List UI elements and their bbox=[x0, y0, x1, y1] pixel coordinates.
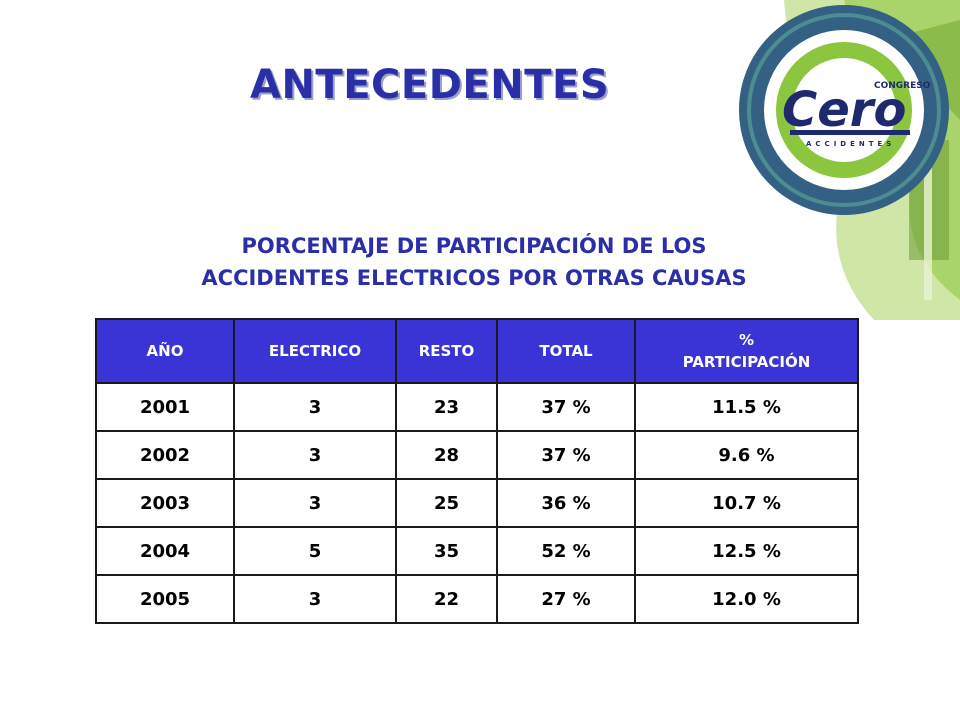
congreso-cero-logo: CONGRESO Cero ACCIDENTES bbox=[724, 0, 960, 320]
cell-electrico: 3 bbox=[233, 478, 397, 528]
table-header-row: AÑO ELECTRICO RESTO TOTAL % PARTICIPACIÓ… bbox=[95, 318, 859, 384]
cell-participacion: 11.5 % bbox=[634, 382, 859, 432]
cell-year: 2003 bbox=[95, 478, 235, 528]
caption-line-1: PORCENTAJE DE PARTICIPACIÓN DE LOS bbox=[241, 234, 707, 258]
table-row: 2004 5 35 52 % 12.5 % bbox=[95, 526, 859, 576]
cell-electrico: 3 bbox=[233, 430, 397, 480]
cell-participacion: 10.7 % bbox=[634, 478, 859, 528]
cell-electrico: 5 bbox=[233, 526, 397, 576]
caption-line-2: ACCIDENTES ELECTRICOS POR OTRAS CAUSAS bbox=[201, 266, 747, 290]
cell-electrico: 3 bbox=[233, 382, 397, 432]
cell-resto: 23 bbox=[395, 382, 498, 432]
cell-year: 2001 bbox=[95, 382, 235, 432]
cell-total: 36 % bbox=[496, 478, 636, 528]
cell-resto: 25 bbox=[395, 478, 498, 528]
cell-total: 37 % bbox=[496, 430, 636, 480]
cell-year: 2004 bbox=[95, 526, 235, 576]
logo-congreso-text: CONGRESO bbox=[874, 81, 931, 91]
cell-resto: 35 bbox=[395, 526, 498, 576]
cell-year: 2002 bbox=[95, 430, 235, 480]
header-electrico: ELECTRICO bbox=[233, 318, 397, 384]
svg-text:ACCIDENTES: ACCIDENTES bbox=[806, 140, 895, 148]
table-caption: PORCENTAJE DE PARTICIPACIÓN DE LOS ACCID… bbox=[0, 230, 948, 294]
header-resto: RESTO bbox=[395, 318, 498, 384]
table-row: 2001 3 23 37 % 11.5 % bbox=[95, 382, 859, 432]
slide-title: ANTECEDENTES bbox=[250, 62, 610, 108]
cell-total: 52 % bbox=[496, 526, 636, 576]
cell-resto: 28 bbox=[395, 430, 498, 480]
cell-participacion: 9.6 % bbox=[634, 430, 859, 480]
table-row: 2002 3 28 37 % 9.6 % bbox=[95, 430, 859, 480]
header-year: AÑO bbox=[95, 318, 235, 384]
table-row: 2005 3 22 27 % 12.0 % bbox=[95, 574, 859, 624]
cell-participacion: 12.5 % bbox=[634, 526, 859, 576]
cell-electrico: 3 bbox=[233, 574, 397, 624]
header-participacion: % PARTICIPACIÓN bbox=[634, 318, 859, 384]
header-total: TOTAL bbox=[496, 318, 636, 384]
cell-total: 27 % bbox=[496, 574, 636, 624]
cell-participacion: 12.0 % bbox=[634, 574, 859, 624]
accidents-table: AÑO ELECTRICO RESTO TOTAL % PARTICIPACIÓ… bbox=[95, 318, 859, 624]
header-percent-sign: % bbox=[738, 331, 755, 349]
header-participacion-label: PARTICIPACIÓN bbox=[682, 353, 811, 371]
logo-cero-text: Cero bbox=[782, 82, 906, 138]
table-row: 2003 3 25 36 % 10.7 % bbox=[95, 478, 859, 528]
cell-total: 37 % bbox=[496, 382, 636, 432]
cell-resto: 22 bbox=[395, 574, 498, 624]
cell-year: 2005 bbox=[95, 574, 235, 624]
